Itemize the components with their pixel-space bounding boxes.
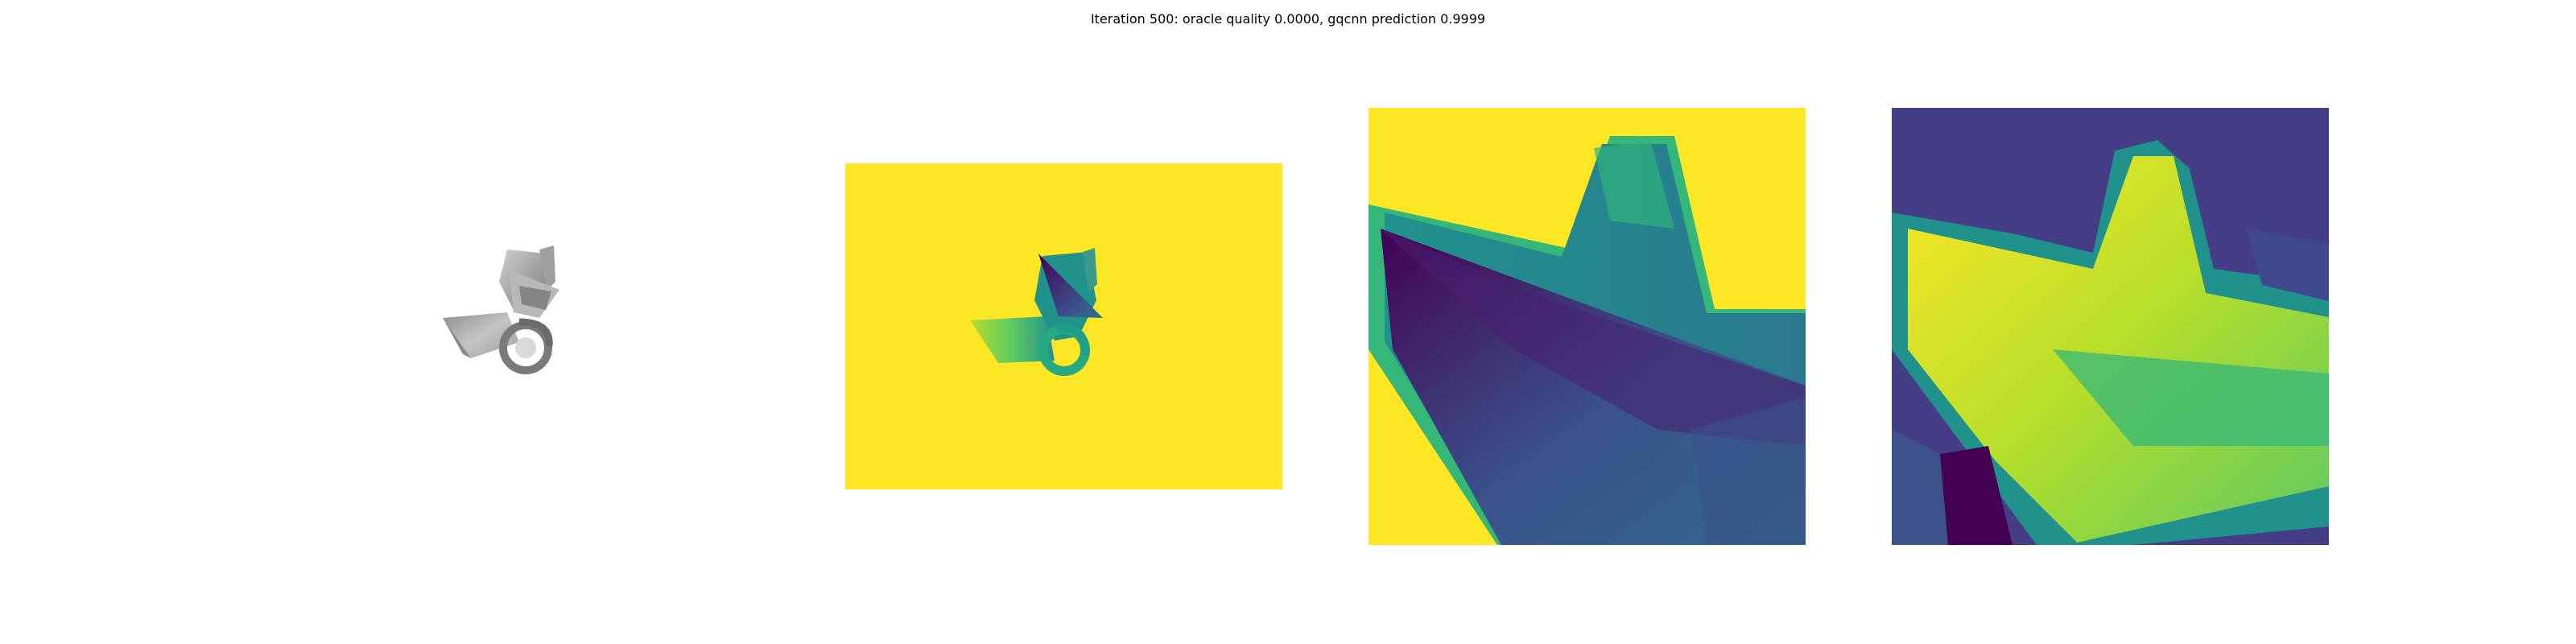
depth-crop-panel [1368,108,1806,545]
rendered-object-image [443,246,559,374]
depth-crop-normalized-image [1892,108,2329,545]
rendered-object-panel [419,233,596,386]
depth-image [845,163,1282,489]
figure-title: Iteration 500: oracle quality 0.0000, gq… [1090,11,1486,27]
depth-crop-normalized-panel [1892,108,2329,545]
depth-crop-image [1368,108,1806,545]
depth-image-panel [845,163,1282,489]
